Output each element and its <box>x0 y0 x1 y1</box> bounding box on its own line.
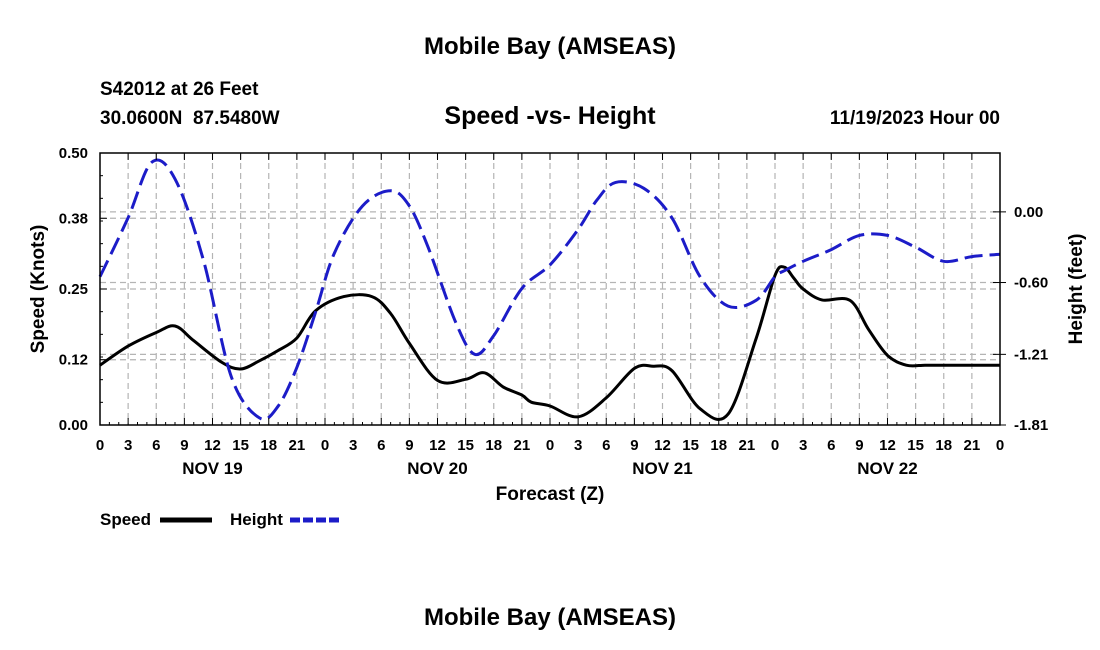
x-tick-label: 21 <box>964 437 981 454</box>
x-axis-label: Forecast (Z) <box>496 484 605 505</box>
x-tick-label: 15 <box>682 437 699 454</box>
y-tick-label-left: 0.00 <box>59 417 88 434</box>
x-tick-label: 0 <box>996 437 1004 454</box>
x-tick-label: 6 <box>827 437 835 454</box>
x-tick-label: 12 <box>879 437 896 454</box>
x-tick-label: 0 <box>546 437 554 454</box>
y-tick-label-left: 0.50 <box>59 145 88 162</box>
x-tick-label: 3 <box>124 437 132 454</box>
x-tick-label: 9 <box>630 437 638 454</box>
station-label: S42012 at 26 Feet <box>100 79 259 100</box>
x-tick-label: 0 <box>321 437 329 454</box>
legend-speed-label: Speed <box>100 510 151 529</box>
x-tick-label: 9 <box>405 437 413 454</box>
x-tick-label: 3 <box>799 437 807 454</box>
day-label: NOV 19 <box>182 459 242 478</box>
x-tick-label: 6 <box>602 437 610 454</box>
x-tick-label: 21 <box>514 437 531 454</box>
x-tick-label: 12 <box>204 437 221 454</box>
x-tick-label: 9 <box>180 437 188 454</box>
y-tick-label-left: 0.38 <box>59 210 88 227</box>
y-tick-label-left: 0.12 <box>59 352 88 369</box>
series-line-height <box>98 158 1001 421</box>
series-layer <box>98 158 1001 421</box>
y-tick-label-left: 0.25 <box>59 281 88 298</box>
page-title-bottom: Mobile Bay (AMSEAS) <box>424 604 676 631</box>
x-tick-label: 18 <box>710 437 727 454</box>
forecast-date-label: 11/19/2023 Hour 00 <box>830 108 1000 129</box>
axis-layer: 0 3 6 9 12 15 18 21 0 3 6 9 12 15 18 21 0 3 6 9 12 15 18 21 0 3 6 9… <box>59 145 1048 478</box>
x-tick-label: 9 <box>855 437 863 454</box>
y-axis-label-right: Height (feet) <box>1066 234 1087 345</box>
x-tick-label: 18 <box>935 437 952 454</box>
x-tick-label: 21 <box>289 437 306 454</box>
x-tick-label: 3 <box>349 437 357 454</box>
x-tick-label: 15 <box>907 437 924 454</box>
x-tick-label: 21 <box>739 437 756 454</box>
y-tick-label-right: -1.21 <box>1014 346 1048 363</box>
coordinates-label: 30.0600N 87.5480W <box>100 108 280 129</box>
x-tick-label: 12 <box>429 437 446 454</box>
y-tick-label-right: 0.00 <box>1014 204 1043 221</box>
x-tick-label: 18 <box>485 437 502 454</box>
x-tick-label: 0 <box>771 437 779 454</box>
x-tick-label: 6 <box>377 437 385 454</box>
legend-height-label: Height <box>230 510 283 529</box>
x-tick-label: 18 <box>260 437 277 454</box>
x-tick-label: 15 <box>457 437 474 454</box>
legend: Speed Height <box>100 510 342 529</box>
x-tick-label: 15 <box>232 437 249 454</box>
x-tick-label: 3 <box>574 437 582 454</box>
series-line-speed <box>99 265 1000 421</box>
x-tick-label: 6 <box>152 437 160 454</box>
y-tick-label-right: -0.60 <box>1014 275 1048 292</box>
y-axis-label-left: Speed (Knots) <box>28 225 49 354</box>
grid-layer <box>100 153 1000 425</box>
chart-title: Speed -vs- Height <box>444 102 656 130</box>
x-tick-label: 12 <box>654 437 671 454</box>
page-title-top: Mobile Bay (AMSEAS) <box>424 33 676 60</box>
day-label: NOV 22 <box>857 459 917 478</box>
day-label: NOV 20 <box>407 459 467 478</box>
x-tick-label: 0 <box>96 437 104 454</box>
y-tick-label-right: -1.81 <box>1014 417 1048 434</box>
day-label: NOV 21 <box>632 459 692 478</box>
